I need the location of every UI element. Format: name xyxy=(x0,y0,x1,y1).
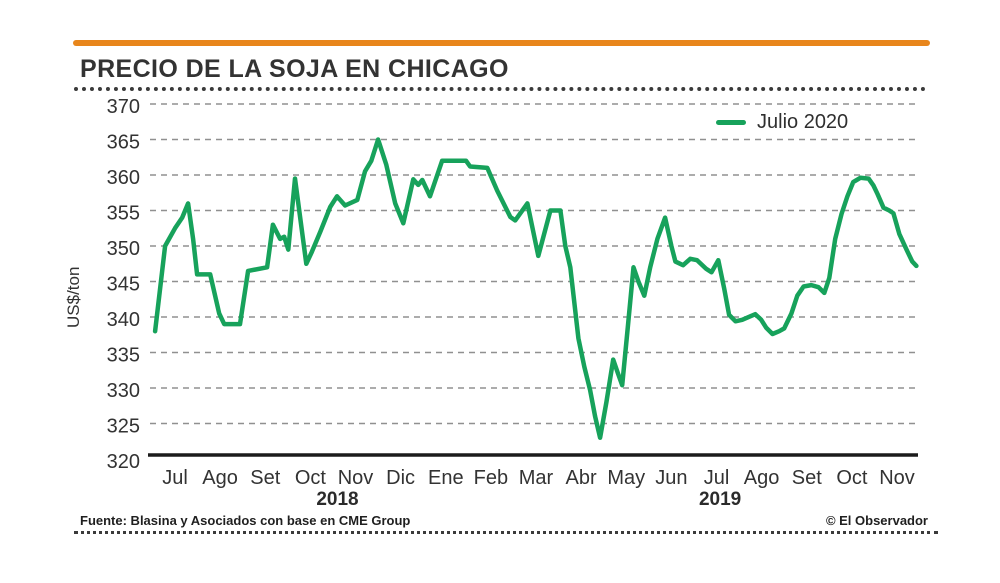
svg-text:Nov: Nov xyxy=(338,467,374,489)
svg-text:Set: Set xyxy=(250,467,280,489)
svg-text:2018: 2018 xyxy=(316,489,358,510)
svg-text:350: 350 xyxy=(107,238,140,260)
source-note: Fuente: Blasina y Asociados con base en … xyxy=(80,513,411,528)
svg-text:Jun: Jun xyxy=(655,467,687,489)
legend: Julio 2020 xyxy=(716,111,848,134)
svg-text:Abr: Abr xyxy=(566,467,597,489)
price-line-series xyxy=(152,137,919,440)
svg-text:345: 345 xyxy=(107,274,140,296)
svg-text:340: 340 xyxy=(107,309,140,331)
svg-text:330: 330 xyxy=(107,380,140,402)
svg-text:355: 355 xyxy=(107,203,140,225)
x-axis-tick-labels: Jul Ago Set Oct Nov Dic Ene Feb Mar Abr May Jun Jul A… xyxy=(162,467,915,489)
svg-text:Ago: Ago xyxy=(744,467,780,489)
svg-text:Dic: Dic xyxy=(386,467,415,489)
dotted-rule-top xyxy=(74,87,926,91)
svg-text:365: 365 xyxy=(107,132,140,154)
svg-text:May: May xyxy=(607,467,645,489)
dotted-rule-bottom xyxy=(74,531,938,534)
legend-line-icon xyxy=(716,120,746,125)
svg-text:Jul: Jul xyxy=(704,467,730,489)
svg-text:Oct: Oct xyxy=(836,467,868,489)
gridlines xyxy=(150,103,917,425)
page-title: PRECIO DE LA SOJA EN CHICAGO xyxy=(80,55,509,83)
svg-text:325: 325 xyxy=(107,416,140,438)
svg-text:335: 335 xyxy=(107,345,140,367)
accent-bar xyxy=(73,40,930,46)
svg-text:2019: 2019 xyxy=(699,489,741,510)
svg-text:Feb: Feb xyxy=(474,467,508,489)
svg-text:Oct: Oct xyxy=(295,467,327,489)
svg-text:Set: Set xyxy=(792,467,822,489)
y-axis-tick-labels: 370 365 360 355 350 345 340 335 330 325 320 xyxy=(107,96,140,473)
y-axis-unit-label: US$/ton xyxy=(64,266,83,328)
svg-text:Ene: Ene xyxy=(428,467,464,489)
legend-label: Julio 2020 xyxy=(757,111,849,133)
svg-text:Mar: Mar xyxy=(519,467,554,489)
svg-text:320: 320 xyxy=(107,451,140,473)
svg-text:360: 360 xyxy=(107,167,140,189)
svg-text:Ago: Ago xyxy=(202,467,238,489)
svg-text:Jul: Jul xyxy=(162,467,188,489)
publisher-credit: © El Observador xyxy=(825,513,928,528)
x-axis-year-labels: 2018 2019 xyxy=(316,489,741,510)
svg-text:Nov: Nov xyxy=(879,467,915,489)
svg-text:370: 370 xyxy=(107,96,140,118)
